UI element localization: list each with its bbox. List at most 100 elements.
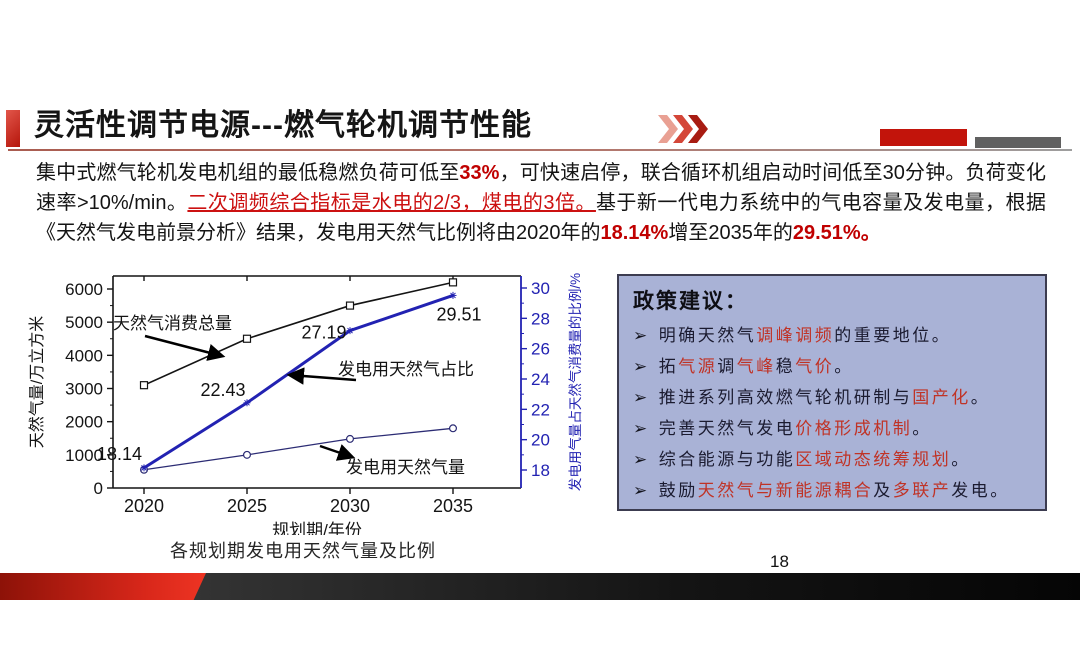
svg-text:30: 30 [531,279,550,298]
chevron-1 [658,115,678,143]
text-run: 推进系列高效燃气轮机研制与 [658,388,913,407]
chevrons-icon [658,115,708,143]
right-axis: 18 20 22 24 26 28 30 [521,279,550,480]
text-run: 稳 [775,357,796,376]
svg-text:6000: 6000 [65,280,103,299]
policy-item-text: 鼓励天然气与新能源耦合及多联产发电。 [659,475,1010,506]
chevron-3 [688,115,708,143]
header-red-rectangle [880,129,967,146]
svg-text:发电用天然气占比: 发电用天然气占比 [338,360,474,379]
footer-red-bar [0,573,206,600]
arrow-bullet-icon: ➢ [633,481,650,500]
svg-text:2020: 2020 [124,496,164,516]
body-paragraph: 集中式燃气轮机发电机组的最低稳燃负荷可低至33%，可快速启停，联合循环机组启动时… [36,158,1046,248]
svg-text:2035: 2035 [433,496,473,516]
svg-text:28: 28 [531,309,550,328]
text-run: 完善天然气发电 [658,419,796,438]
annotation: 发电用天然气量 [319,444,465,477]
svg-text:1000: 1000 [65,446,103,465]
policy-item-text: 完善天然气发电价格形成机制。 [659,413,932,444]
page-title: 灵活性调节电源---燃气轮机调节性能 [34,109,532,142]
text-run: 调峰调频 [756,326,835,345]
policy-item-text: 综合能源与功能区域动态统筹规划。 [659,444,971,475]
arrow-bullet-icon: ➢ [633,388,650,407]
right-axis-title: 发电用气量占天然气消费量的比例/% [567,273,583,491]
svg-text:发电用天然气量: 发电用天然气量 [346,458,465,477]
svg-text:天然气消费总量: 天然气消费总量 [113,314,232,333]
policy-item-text: 推进系列高效燃气轮机研制与国产化。 [659,382,991,413]
svg-text:3000: 3000 [65,380,103,399]
text-run: 增至2035年的 [668,222,793,244]
policy-item: ➢ 拓气源调气峰稳气价。 [633,351,1031,382]
arrow-bullet-icon: ➢ [633,357,650,376]
left-axis-title: 天然气量/万立方米 [28,316,46,448]
text-run: 。 [860,222,881,244]
svg-text:29.51: 29.51 [436,304,481,324]
svg-text:2025: 2025 [227,496,267,516]
policy-item: ➢ 鼓励天然气与新能源耦合及多联产发电。 [633,475,1031,506]
policy-item: ➢ 综合能源与功能区域动态统筹规划。 [633,444,1031,475]
header-divider [8,149,1072,151]
page-number: 18 [770,552,789,571]
text-run: 气价 [795,357,835,376]
text-run: 发电。 [951,481,1010,500]
text-run: 。 [970,388,991,407]
text-run: 调 [717,357,737,376]
policy-panel: 政策建议： ➢ 明确天然气调峰调频的重要地位。 ➢ 拓气源调气峰稳气价。 ➢ 推进系列高效… [617,274,1047,511]
text-run: 。 [912,419,932,438]
series-发电用天然气量 [139,424,458,474]
svg-text:24: 24 [531,370,550,389]
svg-text:22: 22 [531,400,550,419]
svg-text:26: 26 [531,340,550,359]
text-run: 明确天然气 [658,326,757,345]
text-run: 集中式燃气轮机发电机组的最低稳燃负荷可低至 [36,162,460,184]
text-run: 及 [873,481,893,500]
annotation: 发电用天然气占比 [286,360,474,385]
text-run: 多联产 [892,481,952,500]
text-run: 二次调频综合指标是水电的2/3，煤电的3倍。 [187,192,596,214]
left-axis: 0 1000 2000 3000 4000 5000 6000 [65,280,113,498]
svg-text:18.14: 18.14 [97,444,142,464]
arrow-bullet-icon: ➢ [633,419,650,438]
text-run: 。 [951,450,971,469]
svg-text:18: 18 [531,461,550,480]
svg-text:0: 0 [94,479,103,498]
text-run: 综合能源与功能 [658,450,796,469]
series-发电用天然气占比 [140,291,457,472]
svg-text:4000: 4000 [65,346,103,365]
text-run: 天然气与新能源耦合 [697,481,874,500]
svg-text:27.19: 27.19 [301,323,346,343]
text-run: 气峰 [736,357,776,376]
policy-item-text: 明确天然气调峰调频的重要地位。 [659,320,952,351]
point-labels: 18.14 22.43 27.19 29.51 [97,304,482,463]
chevron-2 [673,115,693,143]
arrow-bullet-icon: ➢ [633,450,650,469]
text-run: 价格形成机制 [795,419,913,438]
policy-item: ➢ 完善天然气发电价格形成机制。 [633,413,1031,444]
footer-dark-bar [190,573,1080,600]
svg-text:20: 20 [531,431,550,450]
title-accent-bar [6,110,20,147]
policy-item: ➢ 明确天然气调峰调频的重要地位。 [633,320,1031,351]
svg-text:2030: 2030 [330,496,370,516]
policy-item-text: 拓气源调气峰稳气价。 [659,351,854,382]
text-run: 基于新一代电力系统中的气电容量及发电量，根据《天然气发电前景分析》结果，发电用天… [36,192,1046,244]
text-run: 拓 [658,357,679,376]
series-天然气消费总量 [139,278,458,390]
text-run: 33% [459,162,500,184]
text-run: 气源 [678,357,718,376]
text-run: 。 [834,357,854,376]
text-run: ，可快速启停，联合循环机组启动时间低至30分钟。负荷变化速率>10%/min。 [36,162,1047,214]
text-run: 区域动态统筹规划 [795,450,952,469]
annotation: 天然气消费总量 [113,314,232,361]
arrow-bullet-icon: ➢ [633,326,650,345]
policy-heading: 政策建议： [633,290,748,313]
text-run: 国产化 [912,388,971,407]
text-run: 的重要地位。 [834,326,952,345]
x-axis-title: 规划期/年份 [272,521,362,535]
svg-text:5000: 5000 [65,313,103,332]
svg-text:2000: 2000 [65,413,103,432]
svg-text:22.43: 22.43 [200,380,245,400]
policy-item: ➢ 推进系列高效燃气轮机研制与国产化。 [633,382,1031,413]
chart-figure: 0 1000 2000 3000 4000 5000 6000 18 20 22 24 26 28 30 2… [28,263,612,540]
